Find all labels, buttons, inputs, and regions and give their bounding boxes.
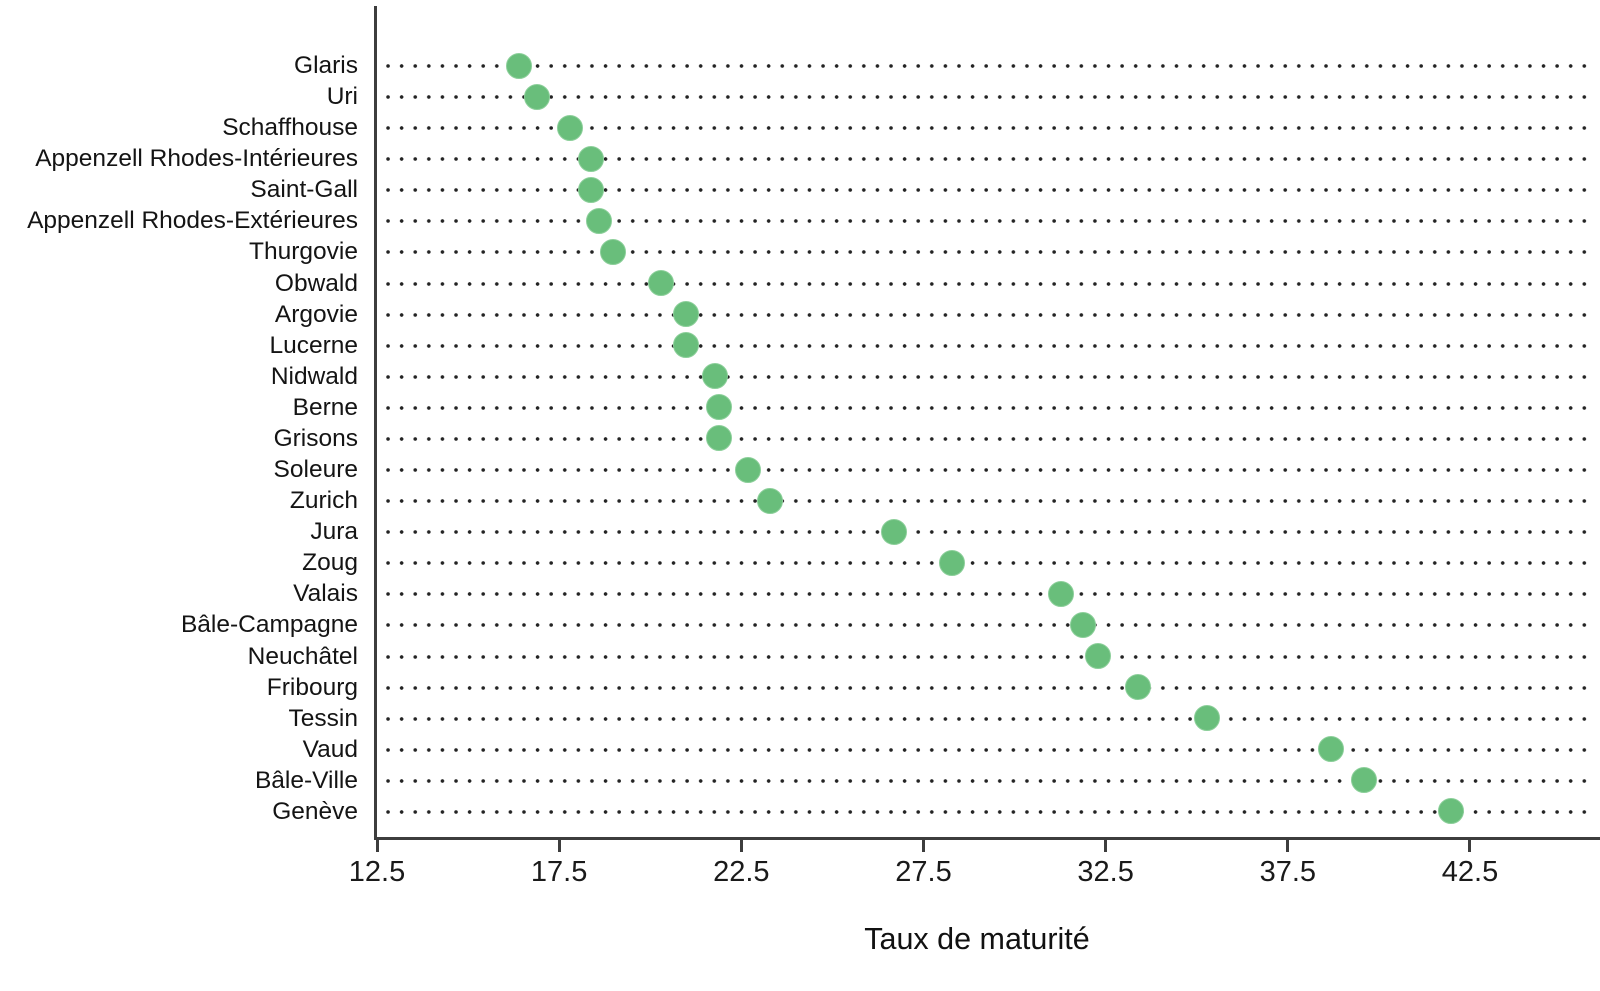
x-tick-label: 12.5 [348, 856, 406, 888]
x-tick-label: 27.5 [895, 856, 952, 888]
category-label: Berne [292, 393, 358, 421]
dotted-leader-line [386, 809, 1595, 814]
data-point [1124, 674, 1151, 701]
data-point [1350, 767, 1377, 794]
dotted-leader-line [386, 157, 1595, 162]
data-point [578, 145, 605, 172]
category-label: Zurich [289, 487, 358, 515]
data-point [1048, 580, 1075, 607]
dotted-leader-line [386, 281, 1595, 286]
data-point [585, 207, 612, 234]
category-label: Argovie [274, 300, 358, 328]
dotted-leader-line [386, 405, 1595, 410]
dotted-leader-line [386, 188, 1595, 193]
dotted-leader-line [386, 561, 1595, 566]
dotted-leader-line [386, 312, 1595, 317]
dotted-leader-line [386, 716, 1595, 721]
category-label: Glaris [294, 52, 358, 79]
dotted-leader-line [386, 499, 1595, 504]
dotted-leader-line [386, 592, 1595, 597]
x-tick-mark [1468, 839, 1472, 852]
category-label: Appenzell Rhodes-Intérieures [35, 145, 358, 173]
x-tick-label: 17.5 [530, 856, 588, 888]
category-label: Jura [310, 518, 358, 546]
category-label: Uri [326, 83, 358, 111]
x-tick-mark [739, 839, 743, 852]
category-label: Tessin [288, 704, 358, 732]
category-label: Obwald [274, 269, 358, 297]
category-label: Vaud [302, 735, 358, 763]
category-label: Genève [272, 797, 358, 825]
dotted-leader-line [386, 436, 1595, 441]
dotted-leader-line [386, 250, 1595, 255]
category-label: Grisons [273, 424, 358, 452]
category-label: Lucerne [269, 331, 358, 359]
dotted-leader-line [386, 343, 1595, 348]
x-tick-label: 32.5 [1077, 856, 1134, 888]
data-point [880, 518, 907, 545]
data-point [705, 425, 732, 452]
data-point [523, 83, 550, 110]
x-axis-title: Taux de maturité [864, 922, 1090, 956]
data-point [702, 363, 729, 390]
category-label: Soleure [273, 456, 358, 484]
category-label: Neuchâtel [247, 642, 358, 670]
dotted-leader-line [386, 530, 1595, 535]
x-tick-mark [1104, 839, 1108, 852]
dotted-leader-line [386, 64, 1595, 68]
x-tick-label: 42.5 [1441, 856, 1499, 888]
x-tick-label: 22.5 [713, 856, 770, 888]
data-point [705, 394, 732, 421]
dotted-leader-line [386, 747, 1595, 752]
data-point [578, 176, 605, 203]
data-point [1318, 736, 1345, 763]
data-point [600, 238, 627, 265]
category-label: Schaffhouse [222, 114, 358, 142]
dotted-leader-line [386, 126, 1595, 131]
data-point [647, 270, 674, 297]
category-label: Fribourg [266, 673, 358, 701]
data-point [505, 52, 532, 79]
data-point [756, 487, 783, 514]
x-tick-mark [921, 839, 925, 852]
y-axis-spine [374, 6, 377, 839]
x-tick-mark [557, 839, 561, 852]
category-label: Bâle-Ville [254, 766, 358, 794]
data-point [939, 549, 966, 576]
x-tick-label: 37.5 [1259, 856, 1317, 888]
category-label: Valais [293, 580, 358, 608]
x-axis-spine [374, 837, 1600, 840]
dotted-leader-line [386, 623, 1595, 628]
data-point [1070, 611, 1097, 638]
data-point [1194, 705, 1221, 732]
x-tick-mark [1286, 839, 1290, 852]
dotted-leader-line [386, 219, 1595, 224]
data-point [556, 114, 583, 141]
category-label: Nidwald [270, 362, 358, 390]
dotted-leader-line [386, 685, 1595, 690]
dotted-leader-line [386, 654, 1595, 659]
data-point [673, 332, 700, 359]
dotted-leader-line [386, 374, 1595, 379]
data-point [735, 456, 762, 483]
dotted-leader-line [386, 95, 1595, 100]
data-point [1084, 643, 1111, 670]
category-label: Appenzell Rhodes-Extérieures [27, 207, 358, 235]
data-point [673, 301, 700, 328]
category-label: Zoug [302, 549, 358, 577]
data-point [1438, 798, 1465, 825]
category-label: Saint-Gall [250, 176, 358, 204]
category-label: Thurgovie [249, 238, 358, 266]
dotted-leader-line [386, 468, 1595, 473]
dotted-leader-line [386, 778, 1595, 783]
category-label: Bâle-Campagne [180, 611, 358, 639]
x-tick-mark [375, 839, 379, 852]
